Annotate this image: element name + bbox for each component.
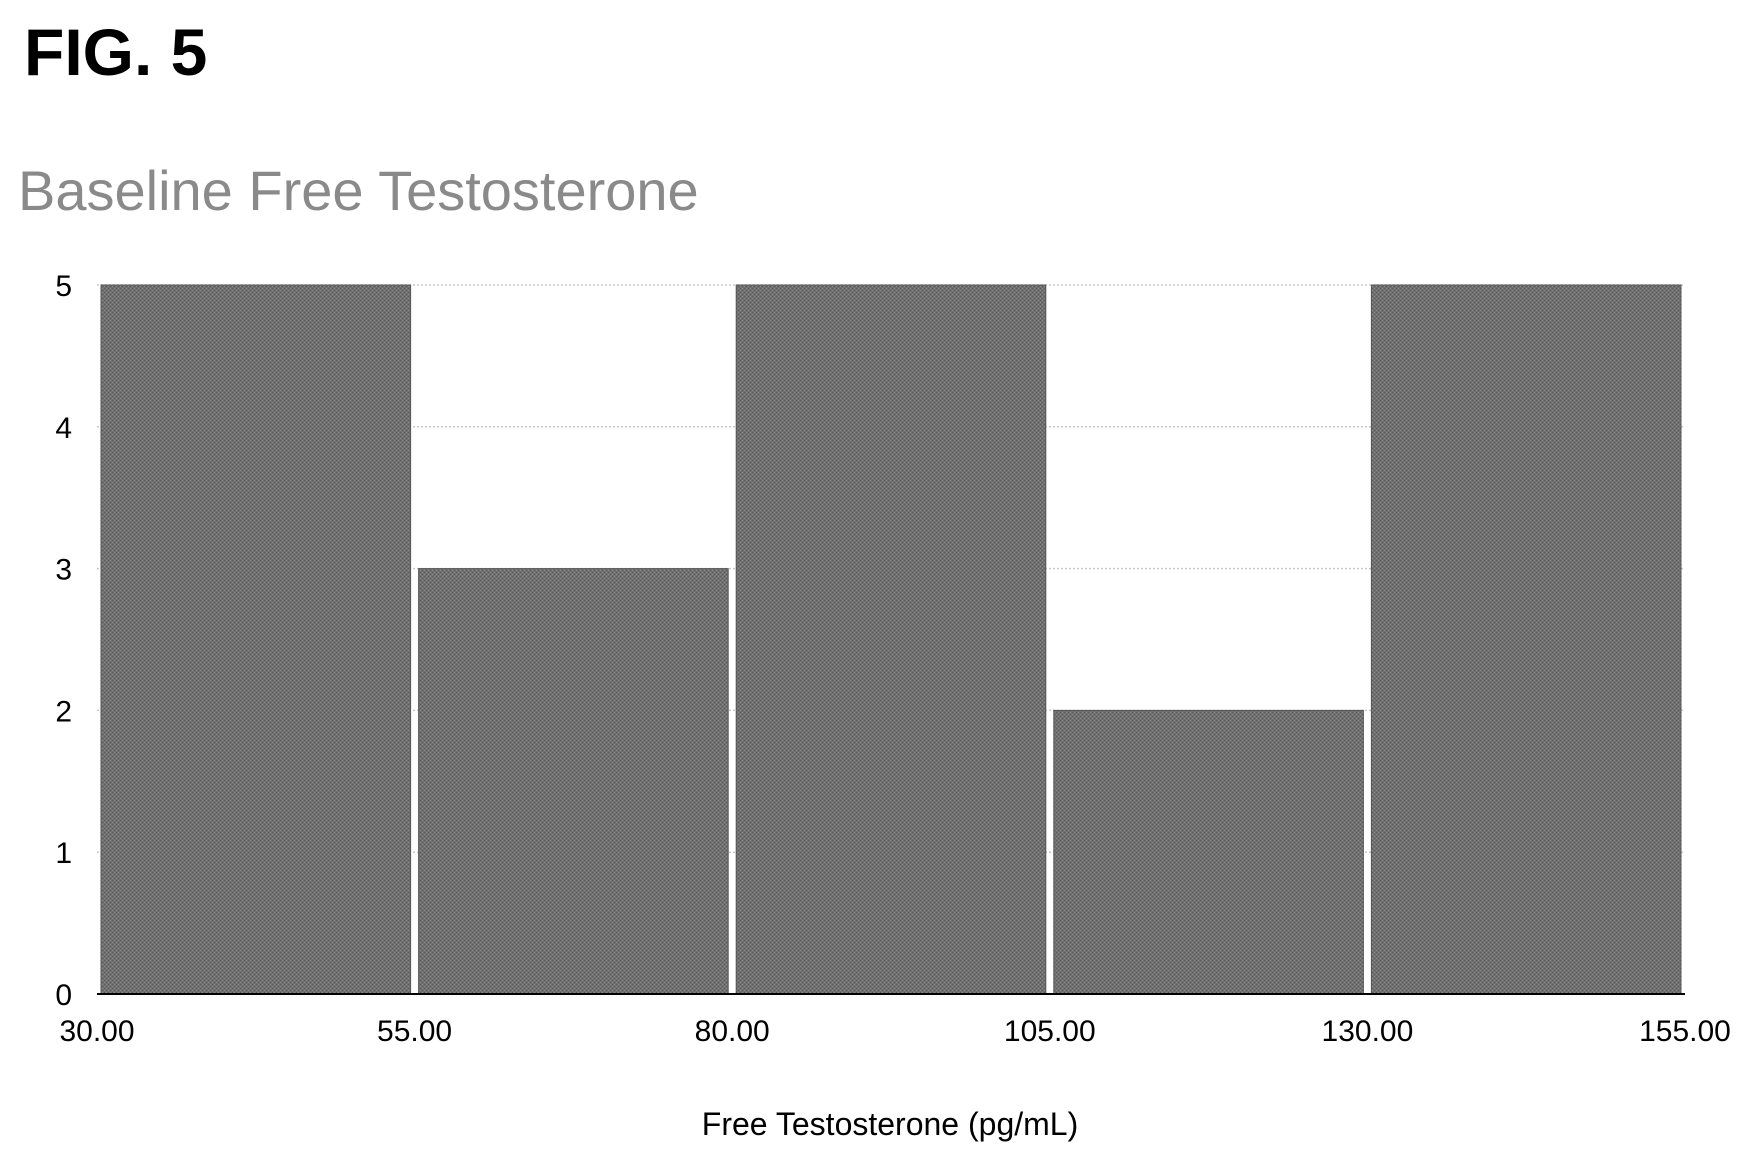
histogram-bar bbox=[1053, 709, 1364, 995]
x-tick-label: 30.00 bbox=[59, 1015, 134, 1048]
y-tick-label: 4 bbox=[55, 412, 72, 445]
y-tick-label: 0 bbox=[55, 979, 72, 1012]
chart-title: Baseline Free Testosterone bbox=[18, 159, 699, 222]
histogram-bar bbox=[418, 568, 729, 995]
x-tick-label: 105.00 bbox=[1004, 1015, 1096, 1048]
x-tick-label: 80.00 bbox=[695, 1015, 770, 1048]
histogram-bar bbox=[735, 284, 1047, 995]
y-tick-label: 5 bbox=[55, 270, 72, 303]
histogram-bar bbox=[100, 284, 412, 995]
x-tick-label: 155.00 bbox=[1639, 1015, 1731, 1048]
figure-label: FIG. 5 bbox=[24, 15, 208, 89]
x-tick-labels: 30.00 55.00 80.00 105.00 130.00 155.00 bbox=[59, 1015, 1730, 1048]
histogram-bar bbox=[1370, 284, 1682, 995]
x-axis-label: Free Testosterone (pg/mL) bbox=[702, 1106, 1078, 1142]
y-tick-label: 1 bbox=[55, 837, 72, 870]
y-tick-label: 3 bbox=[55, 554, 72, 587]
x-tick-label: 55.00 bbox=[377, 1015, 452, 1048]
y-tick-labels: 0 1 2 3 4 5 bbox=[55, 270, 72, 1012]
y-tick-label: 2 bbox=[55, 695, 72, 728]
x-tick-label: 130.00 bbox=[1322, 1015, 1414, 1048]
bars bbox=[100, 284, 1682, 995]
